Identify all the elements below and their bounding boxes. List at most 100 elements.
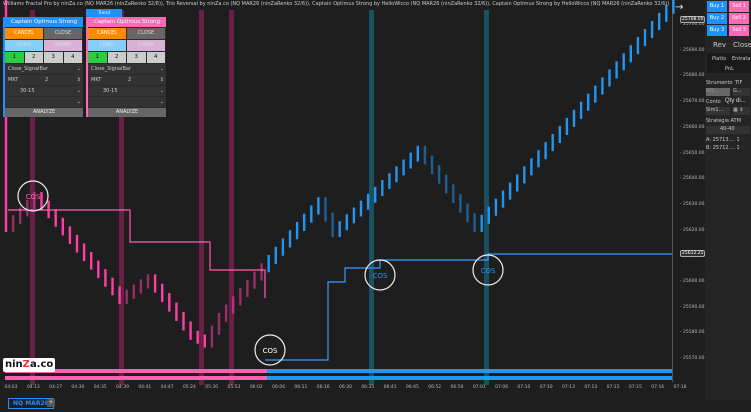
renko-bar (11, 215, 15, 232)
pink-signal-bar (5, 376, 267, 380)
x-tick-label: 06:30 (339, 385, 352, 390)
renko-bar (111, 277, 114, 296)
renko-bar (217, 312, 221, 335)
pink-signal-bar (5, 369, 267, 373)
renko-bar (310, 205, 313, 223)
cos-circle (254, 334, 286, 366)
renko-bar (175, 302, 178, 321)
qty-stepper[interactable]: ▦ ⇕ (733, 107, 750, 115)
x-tick-label: 06:58 (450, 385, 464, 390)
instrument-label: Strumento (706, 80, 733, 86)
stepper-icon: ⇕ (159, 77, 164, 83)
buy-1-button[interactable]: Buy 1 (707, 1, 727, 12)
y-tick-label: - 25650.00 (680, 150, 705, 156)
renko-bar (317, 197, 320, 215)
short-button[interactable]: SHORT (44, 40, 82, 51)
atm-select[interactable]: 30-15 ⌄ (88, 86, 166, 96)
num-4-button[interactable]: 4 (63, 52, 82, 63)
chevron-down-icon: ⌄ (159, 88, 164, 94)
long-button[interactable]: LONG (88, 40, 126, 51)
panel-title: Captain Optimus Strong (88, 17, 166, 27)
atm-strategy-label: Strategia ATM (706, 118, 741, 124)
blue-trail-line (265, 253, 672, 361)
pnl-label: PnL (725, 66, 734, 72)
chart-title: Williams Fractal Pro by ninZa.co (NQ MAR… (3, 1, 670, 7)
highlight-band (119, 10, 124, 385)
blue-signal-bar (267, 369, 672, 373)
renko-bar (203, 334, 206, 348)
renko-bar (33, 192, 36, 209)
cancel-button[interactable]: CANCEL (5, 28, 43, 39)
num-4-button[interactable]: 4 (146, 52, 165, 63)
x-tick-label: 05:53 (227, 385, 241, 390)
renko-bar (267, 255, 270, 273)
renko-bar (487, 206, 490, 224)
sell-1-button[interactable]: Sell 1 (729, 1, 749, 12)
renko-bar (608, 69, 611, 87)
close-button[interactable]: CLOSE (44, 28, 82, 39)
renko-bar (601, 77, 604, 95)
close-button[interactable]: CLOSE (127, 28, 165, 39)
renko-bar (281, 238, 285, 256)
num-2-button[interactable]: 2 (24, 52, 43, 63)
renko-bar (416, 145, 419, 162)
y-tick-label: - 25700.00 (680, 22, 705, 27)
cos-label: COS (263, 347, 278, 355)
cos-circle (17, 180, 49, 212)
empty-select[interactable]: ⌄ (5, 97, 83, 107)
x-tick-label: 04:39 (116, 385, 129, 390)
analyze-button[interactable]: ANALYZE (5, 108, 83, 117)
short-button[interactable]: SHORT (127, 40, 165, 51)
renko-bar (182, 311, 185, 331)
x-tick-label: 06:41 (383, 385, 397, 390)
num-1-button[interactable]: 1 (88, 52, 107, 63)
x-tick-label: 05:24 (182, 385, 196, 390)
renko-bar (530, 158, 533, 176)
order-type-select[interactable]: MKT 2 ⇕ (88, 75, 166, 85)
order-type-select[interactable]: MKT 2 ⇕ (5, 75, 83, 85)
renko-bar (480, 214, 483, 232)
last-price-marker: 25708.00 (680, 16, 706, 23)
renko-bar (558, 125, 561, 144)
empty-select[interactable]: ⌄ (88, 97, 166, 107)
renko-bar (324, 197, 327, 222)
add-tab-button[interactable]: + (47, 399, 55, 407)
y-tick-label: - 25620.00 (680, 227, 705, 233)
renko-bar (381, 180, 384, 196)
renko-bar (146, 274, 150, 289)
buy-3-button[interactable]: Buy 3 (707, 25, 727, 36)
close-position-button[interactable]: Close (733, 41, 751, 49)
renko-bar (537, 150, 540, 168)
reverse-button[interactable]: Rev (713, 41, 726, 49)
long-button[interactable]: LONG (5, 40, 43, 51)
buy-2-button[interactable]: Buy 2 (707, 13, 727, 24)
sell-3-button[interactable]: Sell 3 (729, 25, 749, 36)
highlight-band (199, 10, 204, 385)
renko-bar (253, 271, 256, 289)
renko-bar (210, 325, 214, 348)
line-price-marker: 25612.25 (680, 250, 706, 257)
tif-select[interactable]: G... (733, 88, 750, 96)
x-tick-label: 07:01 (472, 385, 486, 390)
qty-stepper[interactable]: 2 (45, 77, 49, 83)
signal-select[interactable]: Close_SignalBar ⌄ (5, 64, 83, 74)
signal-select[interactable]: Close_SignalBar ⌄ (88, 64, 166, 74)
analyze-button[interactable]: ANALYZE (88, 108, 166, 117)
account-select[interactable]: Sim1... (706, 107, 730, 115)
qty-stepper[interactable]: 2 (128, 77, 132, 83)
num-3-button[interactable]: 3 (127, 52, 146, 63)
instrument-select[interactable]: NQ... (706, 88, 730, 96)
sell-2-button[interactable]: Sell 2 (729, 13, 749, 24)
num-1-button[interactable]: 1 (5, 52, 24, 63)
trend-button[interactable]: Trend (86, 9, 122, 18)
price-chart[interactable]: COS COS COS COS → (0, 0, 705, 400)
cancel-button[interactable]: CANCEL (88, 28, 126, 39)
highlight-band (484, 10, 489, 385)
atm-strategy-select[interactable]: 40-40 (706, 126, 750, 134)
x-tick-label: 07:13 (562, 385, 575, 390)
num-2-button[interactable]: 2 (107, 52, 126, 63)
arrow-right-icon: → (675, 2, 683, 13)
renko-bar (82, 243, 86, 262)
num-3-button[interactable]: 3 (44, 52, 63, 63)
atm-select[interactable]: 30-15 ⌄ (5, 86, 83, 96)
